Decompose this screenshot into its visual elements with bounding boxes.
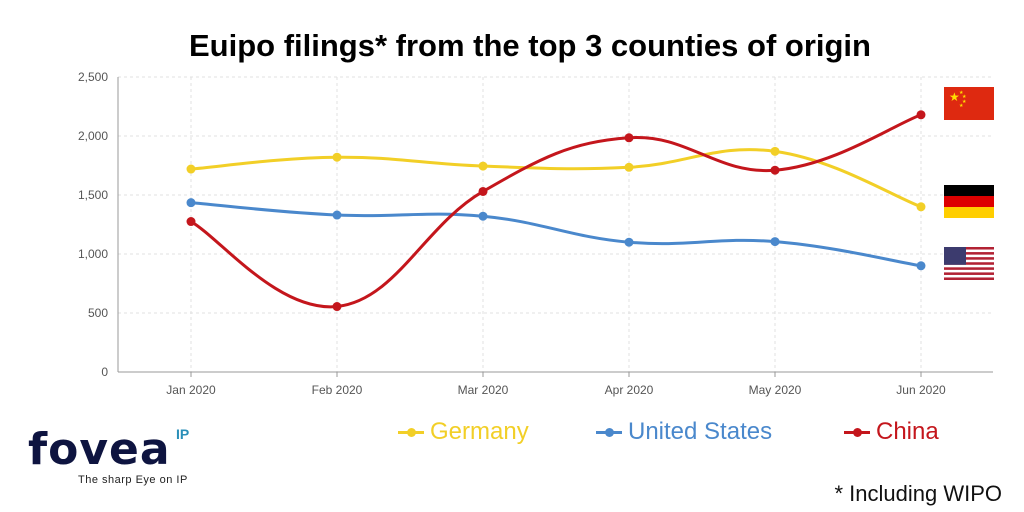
chart-title: Euipo filings* from the top 3 counties o…	[189, 28, 871, 63]
x-tick-label: May 2020	[749, 383, 802, 397]
legend-label: Germany	[430, 418, 529, 445]
x-tick-label: Apr 2020	[605, 383, 654, 397]
data-point-united-states	[770, 237, 780, 247]
china-flag: ★ ★ ★ ★ ★	[944, 87, 994, 120]
x-tick-label: Mar 2020	[458, 383, 509, 397]
logo-tagline: The sharp Eye on IP	[78, 474, 188, 486]
data-point-china	[916, 110, 926, 120]
data-point-china	[478, 186, 488, 196]
data-point-germany	[770, 146, 780, 156]
data-point-germany	[478, 161, 488, 171]
y-tick-label: 500	[88, 306, 108, 320]
fovea-ip-logo: fovea IP The sharp Eye on IP	[28, 424, 218, 494]
data-point-united-states	[478, 211, 488, 221]
y-tick-label: 2,000	[78, 129, 108, 143]
data-point-germany	[186, 164, 196, 174]
data-point-united-states	[186, 198, 196, 208]
usa-flag	[944, 247, 994, 280]
x-tick-label: Jan 2020	[166, 383, 216, 397]
y-tick-label: 0	[101, 365, 108, 379]
data-point-united-states	[916, 261, 926, 271]
legend-label: United States	[628, 418, 773, 445]
svg-text:★: ★	[959, 103, 964, 109]
data-point-china	[332, 302, 342, 312]
x-tick-label: Jun 2020	[896, 383, 946, 397]
svg-text:★: ★	[962, 99, 967, 105]
series-line-united-states	[190, 201, 922, 268]
data-point-germany	[916, 202, 926, 212]
legend-item-germany[interactable]: Germany	[398, 418, 529, 446]
legend-item-china[interactable]: China	[844, 418, 939, 446]
legend-swatch	[398, 425, 424, 439]
legend-swatch	[596, 425, 622, 439]
svg-text:★: ★	[962, 94, 967, 100]
legend-label: China	[876, 418, 939, 445]
germany-flag	[944, 185, 994, 218]
footnote: * Including WIPO	[834, 481, 1002, 506]
data-point-germany	[624, 162, 634, 172]
series-line-china	[190, 113, 922, 309]
data-point-china	[770, 165, 780, 175]
series-line-germany	[190, 148, 922, 209]
x-tick-label: Feb 2020	[312, 383, 363, 397]
logo-superscript: IP	[176, 426, 190, 442]
legend-item-united-states[interactable]: United States	[596, 418, 772, 446]
y-tick-label: 1,500	[78, 188, 108, 202]
line-chart: 0 500 1,000 1,500 2,000 2,500 Jan 2020 Feb 2020…	[78, 70, 993, 397]
data-point-united-states	[332, 210, 342, 220]
logo-wordmark: fovea	[28, 424, 171, 475]
legend-swatch	[844, 425, 870, 439]
data-point-germany	[332, 152, 342, 162]
svg-text:★: ★	[949, 90, 960, 104]
y-tick-label: 2,500	[78, 70, 108, 84]
data-point-united-states	[624, 237, 634, 247]
data-point-china	[186, 217, 196, 227]
data-point-china	[624, 133, 634, 143]
y-tick-label: 1,000	[78, 247, 108, 261]
svg-text:★: ★	[959, 90, 964, 96]
